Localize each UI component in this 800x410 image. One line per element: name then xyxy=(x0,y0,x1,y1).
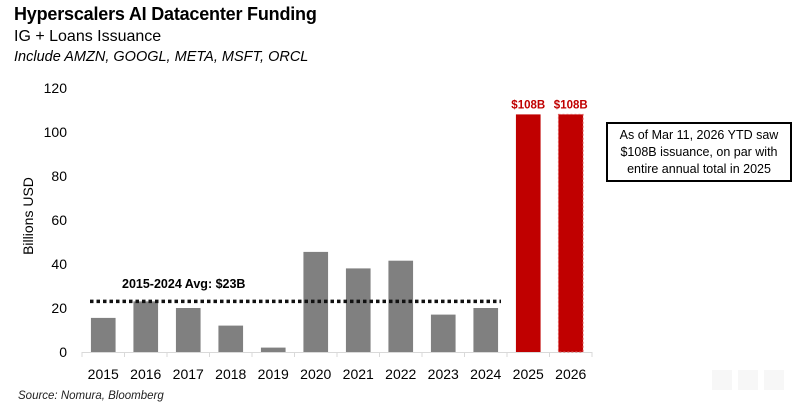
bar xyxy=(388,260,414,352)
chart-subtitle-note: Include AMZN, GOOGL, META, MSFT, ORCL xyxy=(14,49,309,65)
y-tick-label: 120 xyxy=(44,80,68,96)
watermark-icon xyxy=(738,370,758,390)
watermark-icon xyxy=(712,370,732,390)
annotation-line-2: $108B issuance, on par with xyxy=(620,145,778,159)
bars xyxy=(90,113,584,353)
chart-title: Hyperscalers AI Datacenter Funding xyxy=(14,4,317,24)
x-tick-label: 2020 xyxy=(300,366,331,382)
watermark-icon xyxy=(764,370,784,390)
bar xyxy=(90,317,116,352)
x-tick-label: 2023 xyxy=(428,366,459,382)
bar xyxy=(260,347,286,352)
y-axis-label: Billions USD xyxy=(20,177,36,255)
x-tick-label: 2021 xyxy=(343,366,374,382)
x-tick-label: 2018 xyxy=(215,366,246,382)
bar xyxy=(473,308,499,352)
annotation-line-3: entire annual total in 2025 xyxy=(627,162,771,176)
annotation-box: As of Mar 11, 2026 YTD saw $108B issuanc… xyxy=(606,122,792,182)
x-tick-label: 2015 xyxy=(88,366,119,382)
y-tick-label: 80 xyxy=(51,168,67,184)
data-labels: $108B $108B xyxy=(511,99,587,111)
y-tick-label: 60 xyxy=(51,212,67,228)
y-tick-label: 100 xyxy=(44,124,68,140)
watermark-icons xyxy=(712,370,784,390)
x-tick-label: 2022 xyxy=(385,366,416,382)
annotation-line-1: As of Mar 11, 2026 YTD saw xyxy=(619,128,779,142)
y-axis: 0 20 40 60 80 100 120 xyxy=(44,80,68,360)
bar-highlight xyxy=(515,114,541,353)
x-axis: 2015 2016 2017 2018 2019 2020 2021 2022 2023 2024… xyxy=(81,352,593,382)
bar xyxy=(133,301,159,352)
bar xyxy=(218,325,244,352)
x-tick-label: 2017 xyxy=(173,366,204,382)
x-tick-label: 2019 xyxy=(258,366,289,382)
average-line-label: 2015-2024 Avg: $23B xyxy=(122,277,246,292)
bar-data-label: $108B xyxy=(554,99,588,111)
x-tick-label: 2016 xyxy=(130,366,161,382)
bar xyxy=(175,308,201,352)
x-tick-label: 2024 xyxy=(470,366,501,382)
source-note: Source: Nomura, Bloomberg xyxy=(18,390,164,402)
y-tick-label: 40 xyxy=(51,256,67,272)
y-tick-label: 0 xyxy=(59,344,67,360)
bar-data-label: $108B xyxy=(511,99,545,111)
y-tick-label: 20 xyxy=(51,300,67,316)
bar xyxy=(430,314,456,352)
bar-highlight xyxy=(557,113,584,353)
bar xyxy=(345,268,371,352)
x-tick-label: 2026 xyxy=(555,366,586,382)
chart-subtitle: IG + Loans Issuance xyxy=(14,28,162,45)
x-tick-label: 2025 xyxy=(513,366,544,382)
